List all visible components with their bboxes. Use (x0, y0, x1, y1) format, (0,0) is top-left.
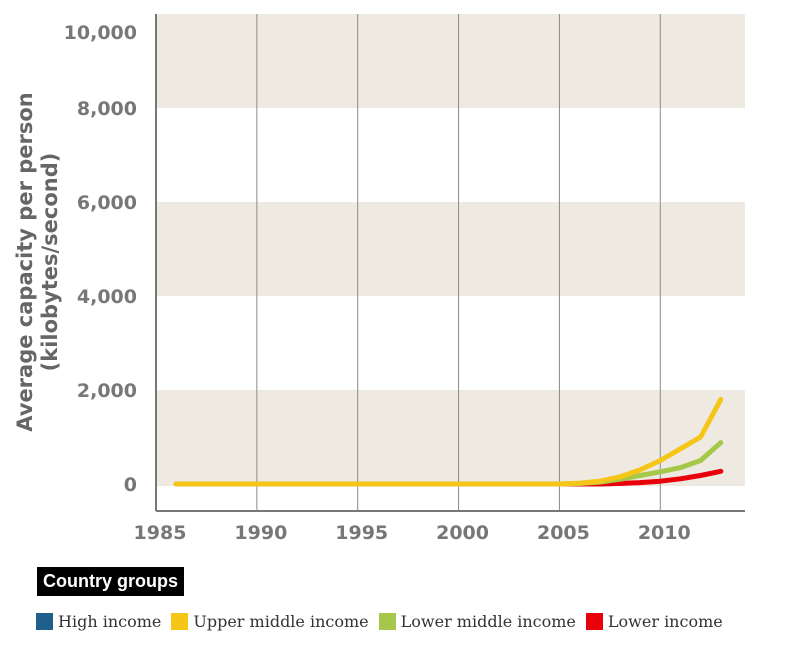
legend-label: Upper middle income (193, 612, 369, 631)
x-tick-label: 2010 (638, 522, 691, 544)
legend: High income Upper middle income Lower midd… (36, 612, 723, 631)
legend-label: High income (58, 612, 162, 631)
grid-band (156, 202, 745, 296)
y-tick-label: 2,000 (77, 380, 137, 402)
legend-swatch (171, 613, 189, 630)
x-tick-label: 2005 (537, 522, 590, 544)
x-tick-label: 1985 (134, 522, 187, 544)
line-chart: 1985 1990 1995 2000 2005 2010 0 2,000 4,000 6,000… (13, 14, 745, 544)
legend-label: Lower income (607, 612, 723, 631)
legend-swatch (585, 613, 603, 630)
grid-band (156, 390, 745, 486)
legend-item: Upper middle income (171, 612, 369, 631)
x-tick-label: 1995 (335, 522, 388, 544)
legend-item: Lower middle income (378, 612, 576, 631)
y-tick-label: 0 (124, 474, 137, 496)
x-tick-label: 2000 (436, 522, 489, 544)
y-axis-label: Average capacity per person (13, 92, 37, 432)
legend-swatch (36, 613, 53, 630)
legend-item: Lower income (585, 612, 723, 631)
legend-swatch (378, 613, 396, 630)
grid-band (156, 14, 745, 108)
y-tick-label: 8,000 (77, 98, 137, 120)
legend-title: Country groups (37, 567, 184, 596)
y-tick-label: 10,000 (64, 22, 137, 44)
legend-label: Lower middle income (400, 612, 576, 631)
y-axis-label: (kilobytes/second) (38, 153, 62, 372)
y-tick-label: 4,000 (77, 286, 137, 308)
y-tick-label: 6,000 (77, 192, 137, 214)
x-tick-label: 1990 (234, 522, 287, 544)
series-line-upper-middle-income (173, 396, 724, 487)
legend-item: High income (36, 612, 161, 631)
